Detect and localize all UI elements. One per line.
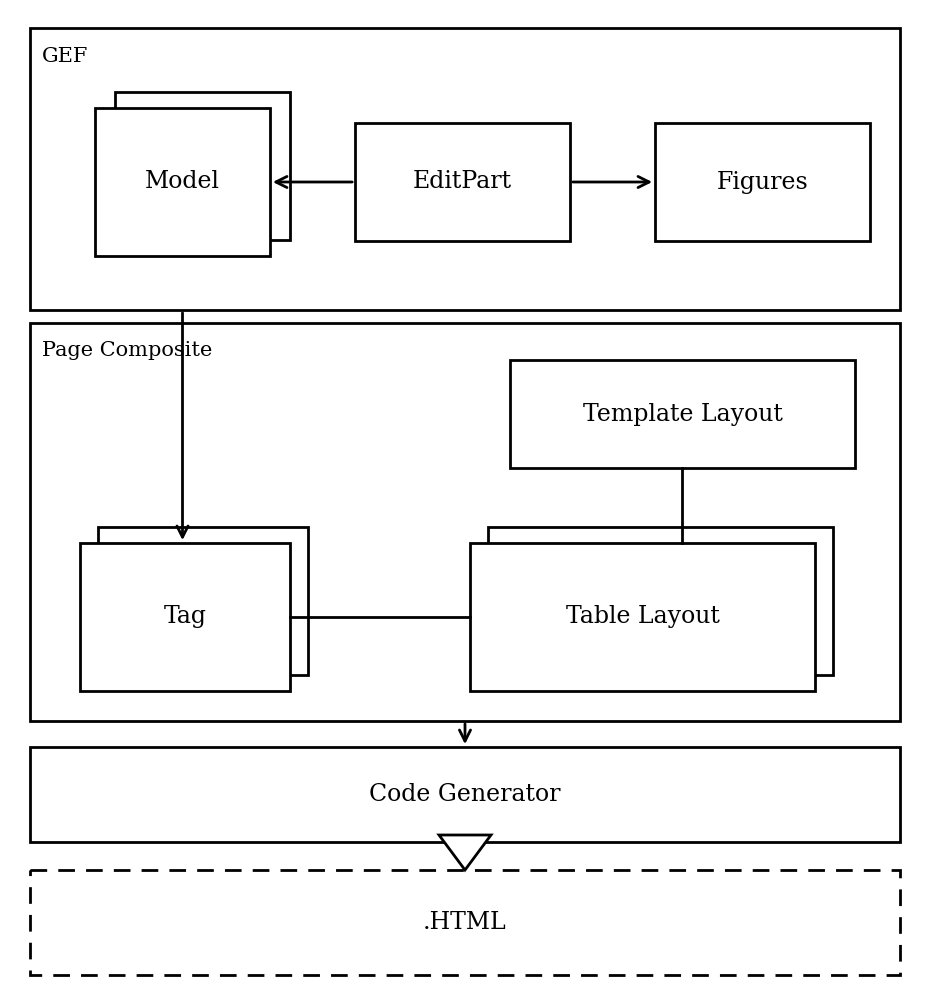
Bar: [30, 870, 899, 975]
Bar: [654, 123, 869, 241]
Bar: [97, 527, 308, 675]
Bar: [80, 543, 290, 691]
Bar: [115, 92, 290, 240]
Bar: [454, 835, 475, 842]
Bar: [30, 28, 899, 310]
Text: Template Layout: Template Layout: [582, 402, 781, 426]
Text: Tag: Tag: [163, 605, 206, 629]
Bar: [509, 360, 854, 468]
Bar: [30, 323, 899, 721]
Bar: [95, 108, 270, 256]
Polygon shape: [439, 835, 491, 870]
Bar: [30, 747, 899, 842]
Text: Page Composite: Page Composite: [42, 342, 213, 360]
Bar: [470, 543, 814, 691]
Bar: [354, 123, 570, 241]
Text: .HTML: .HTML: [422, 911, 507, 934]
Text: Model: Model: [145, 170, 220, 194]
Text: Figures: Figures: [715, 170, 807, 194]
Bar: [487, 527, 832, 675]
Text: Table Layout: Table Layout: [565, 605, 718, 629]
Text: GEF: GEF: [42, 46, 88, 66]
Text: Code Generator: Code Generator: [368, 783, 561, 806]
Text: EditPart: EditPart: [412, 170, 511, 194]
